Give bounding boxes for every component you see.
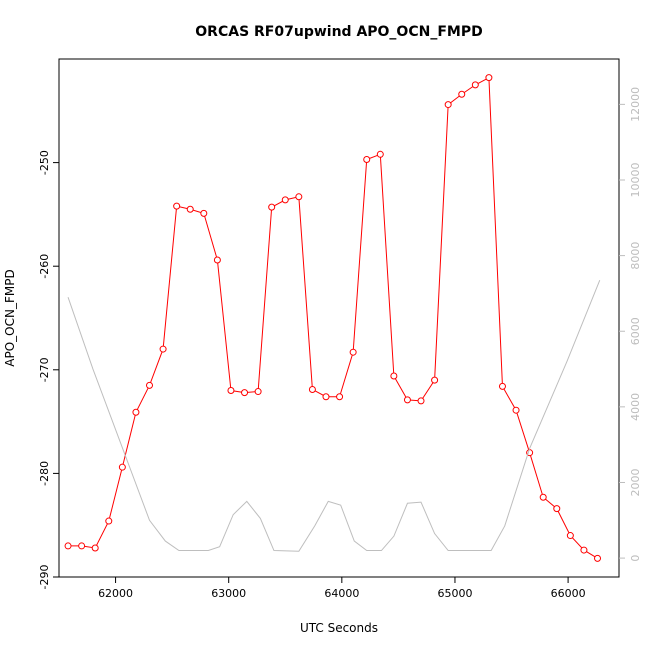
y-tick-label: -260 xyxy=(38,254,51,279)
data-point xyxy=(485,74,493,82)
data-point xyxy=(254,388,262,396)
data-point xyxy=(213,256,221,264)
data-point xyxy=(200,209,208,217)
x-tick-label: 65000 xyxy=(437,587,472,600)
data-point xyxy=(566,532,574,540)
y-tick-label: -250 xyxy=(38,150,51,175)
x-tick-label: 63000 xyxy=(211,587,246,600)
y2-tick-label: 6000 xyxy=(629,317,642,345)
data-point xyxy=(281,196,289,204)
data-point xyxy=(159,345,167,353)
plot-frame xyxy=(58,58,620,578)
y-tick-label: -290 xyxy=(38,565,51,590)
data-point xyxy=(444,101,452,109)
axes-layer: 62000 63000 64000 65000 66000 -290 -280 -270 -26… xyxy=(38,87,642,600)
data-point xyxy=(118,463,126,471)
data-point xyxy=(105,517,113,525)
data-point xyxy=(322,393,330,401)
x-axis-label: UTC Seconds xyxy=(300,621,378,635)
secondary-series-line xyxy=(67,280,601,552)
y2-tick-label: 4000 xyxy=(629,393,642,421)
data-point xyxy=(553,505,561,513)
data-point xyxy=(132,408,140,416)
data-point xyxy=(594,554,602,562)
y-tick-label: -280 xyxy=(38,461,51,486)
x-tick-label: 66000 xyxy=(551,587,586,600)
data-point xyxy=(241,389,249,397)
data-point xyxy=(512,406,520,414)
data-point xyxy=(417,397,425,405)
data-point xyxy=(349,348,357,356)
data-point xyxy=(431,376,439,384)
data-point xyxy=(186,205,194,213)
data-point xyxy=(295,193,303,201)
y-tick-label: -270 xyxy=(38,357,51,382)
data-point xyxy=(268,203,276,211)
data-point xyxy=(539,493,547,501)
data-point xyxy=(403,396,411,404)
y2-tick-label: 12000 xyxy=(629,87,642,122)
y2-tick-label: 2000 xyxy=(629,468,642,496)
data-point xyxy=(64,542,72,550)
x-tick-label: 62000 xyxy=(98,587,133,600)
y2-tick-label: 10000 xyxy=(629,162,642,197)
data-point xyxy=(308,385,316,393)
data-point xyxy=(471,81,479,89)
data-point xyxy=(227,387,235,395)
chart-title: ORCAS RF07upwind APO_OCN_FMPD xyxy=(195,24,482,40)
data-point xyxy=(376,150,384,158)
data-point xyxy=(458,90,466,98)
primary-series-line xyxy=(68,76,598,559)
data-point xyxy=(173,202,181,210)
data-point xyxy=(580,546,588,554)
data-point xyxy=(498,382,506,390)
data-point xyxy=(336,393,344,401)
data-point xyxy=(363,155,371,163)
y2-tick-label: 0 xyxy=(629,555,642,562)
y2-tick-label: 8000 xyxy=(629,242,642,270)
data-point xyxy=(91,544,99,552)
y-axis-label: APO_OCN_FMPD xyxy=(3,269,17,366)
data-point xyxy=(146,381,154,389)
series-layer xyxy=(64,74,602,562)
x-tick-label: 64000 xyxy=(324,587,359,600)
data-point xyxy=(390,372,398,380)
data-point xyxy=(78,542,86,550)
